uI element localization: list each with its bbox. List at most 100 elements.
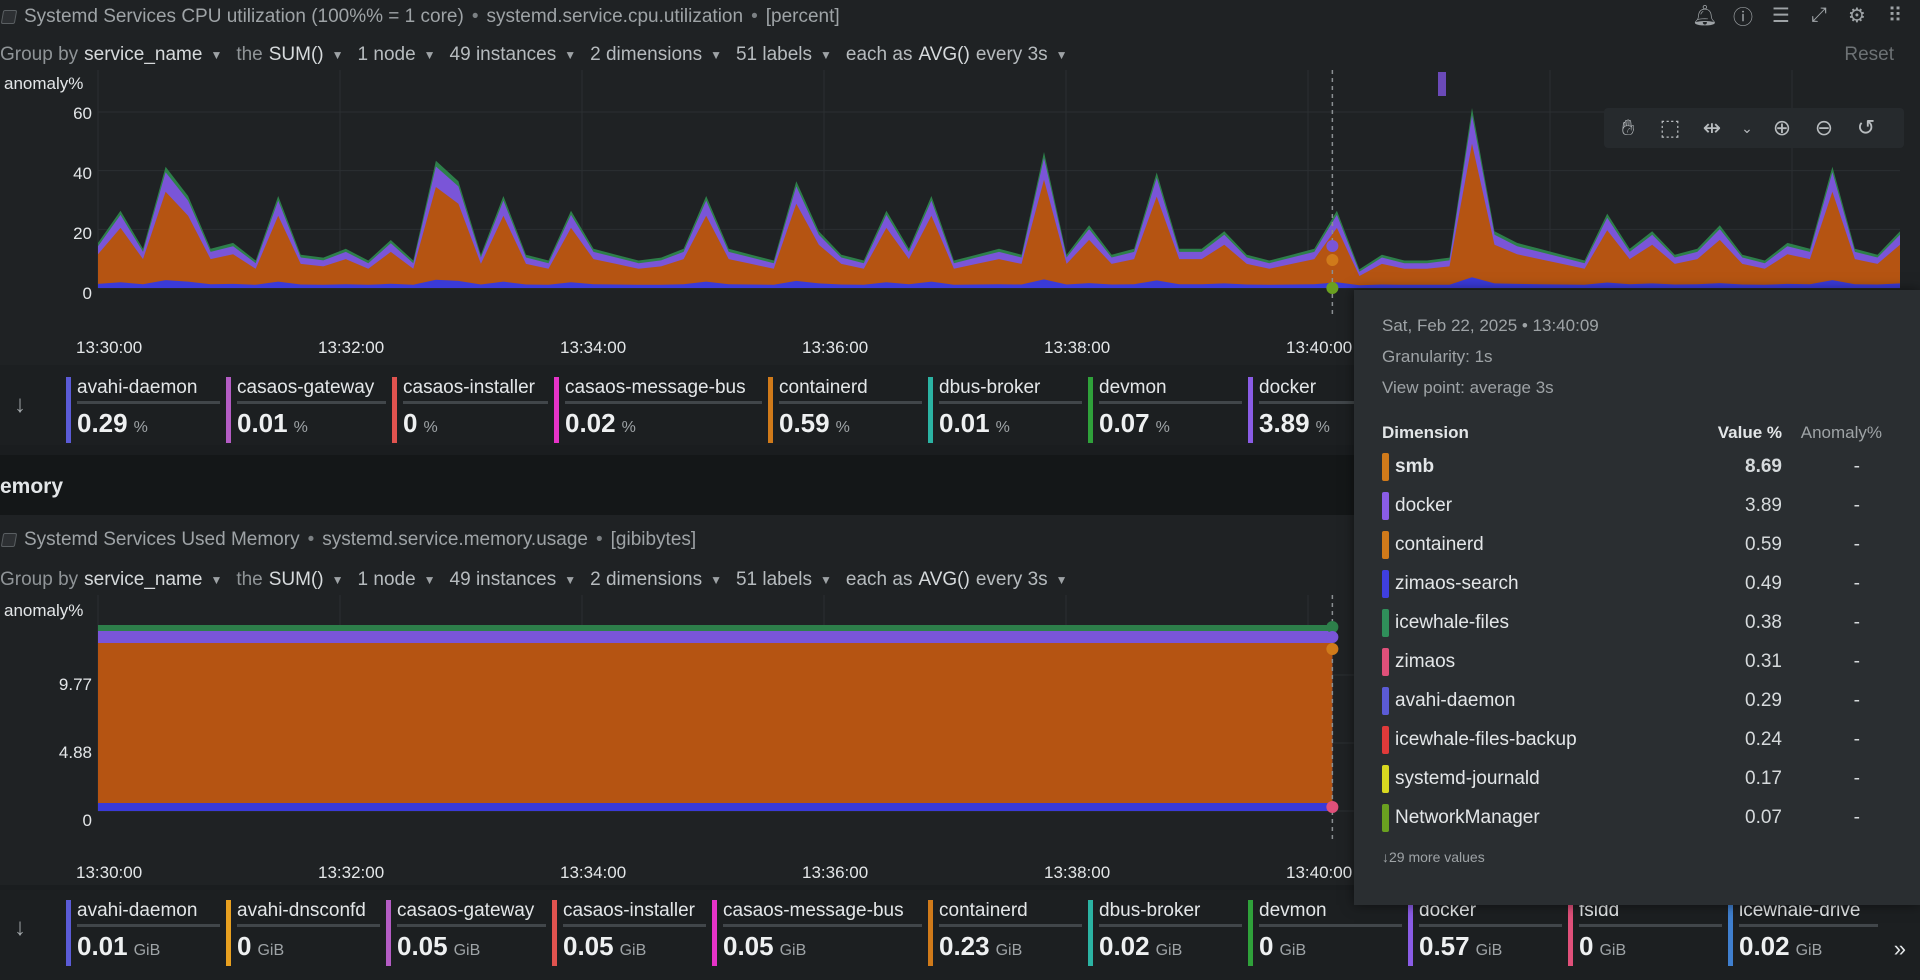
chevron-down-icon[interactable]: ⌄ [1741, 119, 1753, 136]
tooltip-row-anomaly: - [1853, 455, 1860, 477]
group-by-dropdown[interactable]: service_name [84, 44, 203, 65]
time-aggregation-dropdown[interactable]: AVG() [918, 44, 970, 65]
tooltip-row-swatch [1382, 569, 1389, 598]
legend-item-docker[interactable]: docker 3.89% [1248, 377, 1398, 443]
chart-type-icon [0, 10, 18, 24]
nodes-dropdown[interactable]: 1 node [357, 569, 416, 590]
time-interval[interactable]: every 3s [975, 44, 1048, 65]
cursor-point [1326, 254, 1339, 266]
cpu-area-chart[interactable] [97, 70, 1900, 330]
aggregation-dropdown[interactable]: SUM() [268, 569, 324, 590]
instances-dropdown[interactable]: 49 instances [449, 44, 557, 65]
tooltip-row-NetworkManager: NetworkManager 0.07 - [1382, 798, 1892, 837]
tooltip-row-name: icewhale-files [1395, 611, 1510, 633]
legend-item-name: avahi-daemon [77, 900, 220, 927]
cpu-chart-units: [percent] [765, 6, 840, 27]
legend-sort-arrow-icon[interactable]: ↓ [14, 914, 26, 941]
legend-item-avahi-daemon[interactable]: avahi-daemon 0.01 GiB [66, 900, 220, 966]
legend-item-unit: GiB [257, 942, 285, 959]
tooltip-row-swatch [1382, 452, 1389, 481]
legend-item-containerd[interactable]: containerd 0.23 GiB [928, 900, 1082, 966]
legend-item-dbus-broker[interactable]: dbus-broker 0.01% [928, 377, 1082, 443]
legend-item-fsidd[interactable]: fsidd 0 GiB [1568, 900, 1722, 966]
nodes-dropdown[interactable]: 1 node [357, 44, 416, 65]
legend-item-value: 0.02 [1739, 931, 1790, 961]
tooltip-row-swatch [1382, 764, 1389, 793]
tooltip-row-anomaly: - [1853, 806, 1860, 828]
labels-dropdown[interactable]: 51 labels [735, 569, 813, 590]
info-icon[interactable]: ⓘ [1733, 6, 1753, 29]
mem-x-tick: 13:34:00 [560, 863, 627, 882]
tooltip-row-name: icewhale-files-backup [1395, 728, 1577, 750]
reset-zoom-icon[interactable]: ↺ [1856, 115, 1876, 140]
tooltip-row-systemd-journald: systemd-journald 0.17 - [1382, 759, 1892, 798]
legend-item-value-row: 0.59% [779, 408, 922, 439]
aggregation-dropdown[interactable]: SUM() [268, 44, 324, 65]
legend-item-avahi-daemon[interactable]: avahi-daemon 0.29% [66, 377, 220, 443]
memory-area-chart[interactable] [97, 595, 1900, 855]
legend-sort-arrow-icon[interactable]: ↓ [14, 391, 26, 418]
pan-hand-icon[interactable]: ✋︎ [1621, 115, 1635, 140]
legend-item-name: devmon [1259, 900, 1402, 927]
select-region-icon[interactable]: ⬚ [1659, 115, 1681, 140]
reset-button[interactable]: Reset [1844, 44, 1894, 65]
legend-item-avahi-dnsconfd[interactable]: avahi-dnsconfd 0 GiB [226, 900, 380, 966]
cpu-y-tick: 20 [73, 224, 92, 243]
dimensions-dropdown[interactable]: 2 dimensions [590, 44, 703, 65]
dashboard-icon[interactable]: ☰ [1772, 4, 1790, 27]
legend-item-casaos-gateway[interactable]: casaos-gateway 0.05 GiB [386, 900, 546, 966]
tooltip-row-smb: smb 8.69 - [1382, 447, 1892, 486]
legend-item-devmon[interactable]: devmon 0 GiB [1248, 900, 1402, 966]
labels-dropdown[interactable]: 51 labels [735, 44, 813, 65]
legend-item-name: containerd [939, 900, 1082, 927]
expand-legend-icon[interactable]: » [1893, 936, 1906, 961]
legend-item-value: 0.59 [779, 408, 830, 438]
mem-y-tick: 0 [82, 811, 92, 830]
legend-item-casaos-message-bus[interactable]: casaos-message-bus 0.02% [554, 377, 762, 443]
legend-item-name: devmon [1099, 377, 1242, 404]
legend-item-unit: GiB [619, 942, 647, 959]
alert-bell-icon[interactable]: 🔔︎ [1692, 4, 1718, 27]
drag-handle-icon[interactable]: ⠿ [1887, 4, 1903, 27]
zoom-out-icon[interactable]: ⊖ [1814, 115, 1834, 140]
cursor-point [1326, 631, 1339, 643]
legend-item-name: avahi-daemon [77, 377, 220, 404]
legend-item-name: casaos-gateway [397, 900, 546, 927]
tooltip-row-value: 0.07 [1745, 806, 1782, 828]
legend-item-devmon[interactable]: devmon 0.07% [1088, 377, 1242, 443]
legend-item-value: 0.07 [1099, 408, 1150, 438]
tooltip-row-swatch [1382, 608, 1389, 637]
legend-item-icewhale-drive[interactable]: icewhale-drive 0.02 GiB [1728, 900, 1878, 966]
select-vertical-icon[interactable]: ⇹ [1702, 115, 1722, 140]
instances-dropdown[interactable]: 49 instances [449, 569, 557, 590]
tooltip-row-icewhale-files-backup: icewhale-files-backup 0.24 - [1382, 720, 1892, 759]
tooltip-row-value: 0.29 [1745, 689, 1782, 711]
settings-sliders-icon[interactable]: ⚙ [1848, 4, 1866, 27]
legend-item-value: 0.01 [237, 408, 288, 438]
group-by-label: Group by [0, 44, 79, 65]
time-aggregation-dropdown[interactable]: AVG() [918, 569, 970, 590]
legend-item-containerd[interactable]: containerd 0.59% [768, 377, 922, 443]
legend-item-dbus-broker[interactable]: dbus-broker 0.02 GiB [1088, 900, 1242, 966]
zoom-in-icon[interactable]: ⊕ [1772, 115, 1792, 140]
tooltip-row-swatch [1382, 725, 1389, 754]
group-by-dropdown[interactable]: service_name [84, 569, 203, 590]
legend-item-value-row: 0.05 GiB [397, 931, 546, 962]
legend-item-casaos-installer[interactable]: casaos-installer 0.05 GiB [552, 900, 706, 966]
tooltip-row-swatch [1382, 491, 1389, 520]
section-title: emory [0, 475, 64, 498]
legend-item-value-row: 0.02% [565, 408, 762, 439]
legend-item-casaos-gateway[interactable]: casaos-gateway 0.01% [226, 377, 386, 443]
tooltip-more-values[interactable]: ↓29 more values [1382, 849, 1485, 865]
mem-y-tick: 4.88 [58, 743, 92, 762]
tooltip-row-zimaos: zimaos 0.31 - [1382, 642, 1892, 681]
fullscreen-icon[interactable]: ⤢ [1811, 3, 1827, 26]
legend-item-casaos-message-bus[interactable]: casaos-message-bus 0.05 GiB [712, 900, 922, 966]
tooltip-row-value: 0.17 [1745, 767, 1782, 789]
cpu-chart-title: Systemd Services CPU utilization (100%% … [24, 6, 464, 27]
tooltip-row-swatch [1382, 686, 1389, 715]
legend-item-casaos-installer[interactable]: casaos-installer 0% [392, 377, 548, 443]
dimensions-dropdown[interactable]: 2 dimensions [590, 569, 703, 590]
legend-item-docker[interactable]: docker 0.57 GiB [1408, 900, 1562, 966]
time-interval[interactable]: every 3s [975, 569, 1048, 590]
